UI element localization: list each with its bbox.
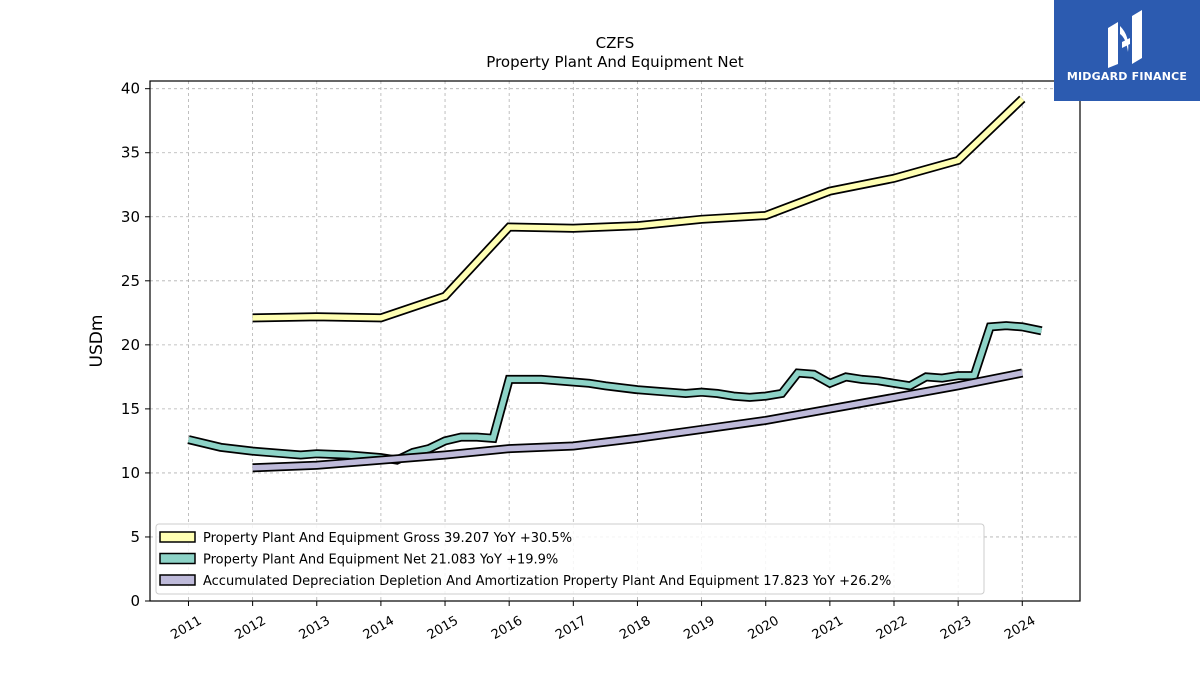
legend-box [155, 523, 985, 595]
x-tick-label: 2014 [361, 613, 397, 643]
x-tick-label: 2011 [168, 613, 204, 643]
x-tick-label: 2016 [489, 613, 525, 643]
y-tick-label: 15 [121, 400, 140, 418]
x-tick-label: 2024 [1002, 613, 1038, 643]
x-tick-label: 2021 [810, 613, 846, 643]
y-axis-label: USDm [87, 315, 107, 368]
x-tick-label: 2015 [425, 613, 461, 643]
y-tick-label: 25 [121, 272, 140, 290]
x-tick-label: 2022 [874, 613, 910, 643]
y-tick-label: 10 [121, 464, 140, 482]
x-tick-label: 2019 [681, 613, 717, 643]
x-tick-label: 2013 [297, 613, 333, 643]
legend-swatch [159, 574, 196, 586]
x-tick-label: 2018 [617, 613, 653, 643]
x-tick-label: 2017 [553, 613, 589, 643]
y-tick-label: 20 [121, 336, 140, 354]
y-tick-label: 30 [121, 208, 140, 226]
x-tick-label: 2020 [746, 613, 782, 643]
plot-frame [149, 80, 1081, 602]
logo-mark-icon [1108, 10, 1142, 68]
y-tick-label: 40 [121, 80, 140, 98]
legend-swatch [159, 552, 196, 565]
midgard-finance-logo: MIDGARD FINANCE [1054, 0, 1200, 101]
x-tick-label: 2023 [938, 613, 974, 643]
y-tick-label: 35 [121, 144, 140, 162]
x-tick-label: 2012 [232, 613, 268, 643]
y-tick-label: 0 [130, 592, 140, 610]
series-line [252, 96, 1025, 321]
legend-swatch [159, 531, 196, 543]
y-tick-label: 5 [130, 528, 140, 546]
legend-entry: Property Plant And Equipment Net 21.083 … [203, 553, 558, 568]
legend-entry: Accumulated Depreciation Depletion And A… [203, 574, 891, 589]
logo-text: MIDGARD FINANCE [1066, 70, 1188, 83]
chart-subtitle: Property Plant And Equipment Net [486, 53, 743, 71]
chart-title: CZFS [596, 34, 635, 52]
legend-entry: Property Plant And Equipment Gross 39.20… [203, 531, 572, 546]
series-line [252, 370, 1023, 471]
